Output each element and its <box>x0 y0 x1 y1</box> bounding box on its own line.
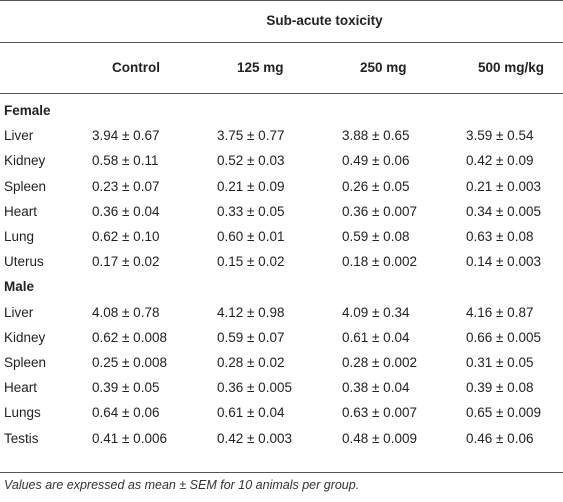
value-cell: 0.52 ± 0.03 <box>217 153 285 169</box>
organ-label: Liver <box>4 304 34 320</box>
organ-label: Heart <box>4 380 38 396</box>
value-cell: 0.38 ± 0.04 <box>342 380 410 396</box>
table-row: Uterus 0.17 ± 0.02 0.15 ± 0.02 0.18 ± 0.002… <box>0 249 563 274</box>
table-row: Testis 0.41 ± 0.006 0.42 ± 0.003 0.48 ± 0.0… <box>0 426 563 451</box>
table-row: Spleen 0.25 ± 0.008 0.28 ± 0.02 0.28 ± 0.00… <box>0 350 563 375</box>
value-cell: 0.46 ± 0.06 <box>466 430 534 446</box>
value-cell: 0.18 ± 0.002 <box>342 254 417 270</box>
value-cell: 0.28 ± 0.002 <box>342 355 417 370</box>
value-cell: 0.36 ± 0.04 <box>92 203 160 219</box>
value-cell: 0.36 ± 0.005 <box>217 380 292 396</box>
value-cell: 3.94 ± 0.67 <box>92 128 160 144</box>
value-cell: 0.48 ± 0.009 <box>342 430 417 446</box>
value-cell: 0.66 ± 0.005 <box>466 329 541 345</box>
organ-label: Kidney <box>4 153 46 169</box>
value-cell: 0.41 ± 0.006 <box>92 430 167 446</box>
header-125mg: 125 mg <box>237 60 284 75</box>
value-cell: 0.25 ± 0.008 <box>92 355 167 370</box>
table-row: Kidney 0.58 ± 0.11 0.52 ± 0.03 0.49 ± 0.06 0… <box>0 148 563 173</box>
value-cell: 0.34 ± 0.005 <box>466 203 541 219</box>
value-cell: 0.28 ± 0.02 <box>217 355 285 370</box>
organ-label: Spleen <box>4 178 47 194</box>
value-cell: 0.63 ± 0.08 <box>466 229 534 244</box>
value-cell: 0.63 ± 0.007 <box>342 405 417 421</box>
organ-label: Uterus <box>4 254 44 270</box>
value-cell: 3.88 ± 0.65 <box>342 128 410 144</box>
value-cell: 0.65 ± 0.009 <box>466 405 541 421</box>
value-cell: 0.61 ± 0.04 <box>342 329 410 345</box>
value-cell: 0.23 ± 0.07 <box>92 178 160 194</box>
value-cell: 0.61 ± 0.04 <box>217 405 285 421</box>
table-row: Spleen 0.23 ± 0.07 0.21 ± 0.09 0.26 ± 0.05 0… <box>0 174 563 199</box>
header-250mg: 250 mg <box>360 60 407 75</box>
value-cell: 0.39 ± 0.05 <box>92 380 160 396</box>
value-cell: 0.59 ± 0.08 <box>342 229 410 244</box>
organ-label: Testis <box>4 430 39 446</box>
header-control: Control <box>112 60 160 75</box>
table-row: Lung 0.62 ± 0.10 0.60 ± 0.01 0.59 ± 0.08 0.6… <box>0 224 563 249</box>
value-cell: 4.12 ± 0.98 <box>217 304 285 320</box>
header-row: Control 125 mg 250 mg 500 mg/kg <box>0 55 563 80</box>
bottom-rule <box>0 472 563 473</box>
organ-label: Lungs <box>4 405 41 421</box>
value-cell: 0.62 ± 0.10 <box>92 229 160 244</box>
value-cell: 0.36 ± 0.007 <box>342 203 417 219</box>
table-row: Lungs 0.64 ± 0.06 0.61 ± 0.04 0.63 ± 0.007 0… <box>0 400 563 425</box>
value-cell: 3.75 ± 0.77 <box>217 128 285 144</box>
table-row: Heart 0.36 ± 0.04 0.33 ± 0.05 0.36 ± 0.007 0… <box>0 199 563 224</box>
value-cell: 0.62 ± 0.008 <box>92 329 167 345</box>
table-row: Liver 4.08 ± 0.78 4.12 ± 0.98 4.09 ± 0.34 4.… <box>0 300 563 325</box>
value-cell: 0.31 ± 0.05 <box>466 355 534 370</box>
section-row-male: Male <box>0 274 563 299</box>
table-row: Kidney 0.62 ± 0.008 0.59 ± 0.07 0.61 ± 0.04… <box>0 325 563 350</box>
value-cell: 0.60 ± 0.01 <box>217 229 285 244</box>
table-footnote: Values are expressed as mean ± SEM for 1… <box>4 478 360 492</box>
value-cell: 0.64 ± 0.06 <box>92 405 160 421</box>
value-cell: 0.58 ± 0.11 <box>92 153 159 169</box>
table-row: Liver 3.94 ± 0.67 3.75 ± 0.77 3.88 ± 0.65 3.… <box>0 123 563 148</box>
value-cell: 0.17 ± 0.02 <box>92 254 160 270</box>
value-cell: 0.59 ± 0.07 <box>217 329 285 345</box>
value-cell: 0.42 ± 0.003 <box>217 430 292 446</box>
section-label: Male <box>4 279 35 295</box>
value-cell: 0.42 ± 0.09 <box>466 153 534 169</box>
value-cell: 0.21 ± 0.09 <box>217 178 285 194</box>
section-row-female: Female <box>0 98 563 123</box>
value-cell: 0.39 ± 0.08 <box>466 380 534 396</box>
value-cell: 4.08 ± 0.78 <box>92 304 160 320</box>
value-cell: 0.33 ± 0.05 <box>217 203 285 219</box>
organ-label: Kidney <box>4 329 46 345</box>
title-rule <box>0 42 563 43</box>
value-cell: 0.14 ± 0.003 <box>466 254 541 270</box>
value-cell: 3.59 ± 0.54 <box>466 128 534 144</box>
table-title: Sub-acute toxicity <box>266 13 383 28</box>
value-cell: 0.49 ± 0.06 <box>342 153 410 169</box>
top-rule <box>0 0 563 1</box>
value-cell: 4.16 ± 0.87 <box>466 304 534 320</box>
header-500mgkg: 500 mg/kg <box>478 60 545 75</box>
value-cell: 4.09 ± 0.34 <box>342 304 410 320</box>
organ-label: Heart <box>4 203 38 219</box>
organ-label: Liver <box>4 128 34 144</box>
organ-label: Spleen <box>4 355 47 370</box>
value-cell: 0.15 ± 0.02 <box>217 254 285 270</box>
value-cell: 0.21 ± 0.003 <box>466 178 541 194</box>
section-label: Female <box>4 103 51 118</box>
organ-label: Lung <box>4 229 35 244</box>
header-rule <box>0 93 563 94</box>
table-row: Heart 0.39 ± 0.05 0.36 ± 0.005 0.38 ± 0.04 0… <box>0 375 563 400</box>
value-cell: 0.26 ± 0.05 <box>342 178 410 194</box>
